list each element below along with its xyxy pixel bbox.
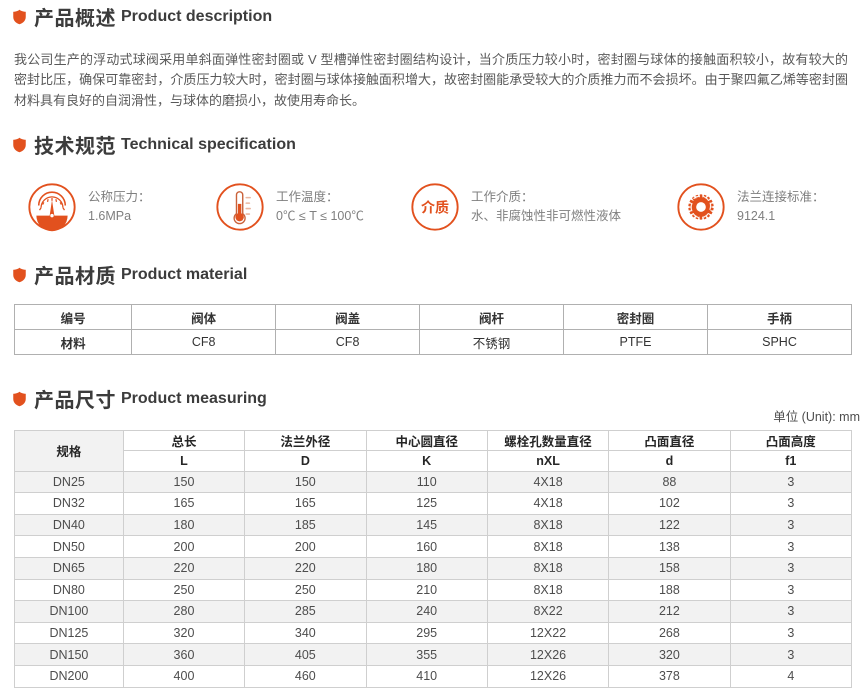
svg-text:介质: 介质 <box>421 197 449 217</box>
